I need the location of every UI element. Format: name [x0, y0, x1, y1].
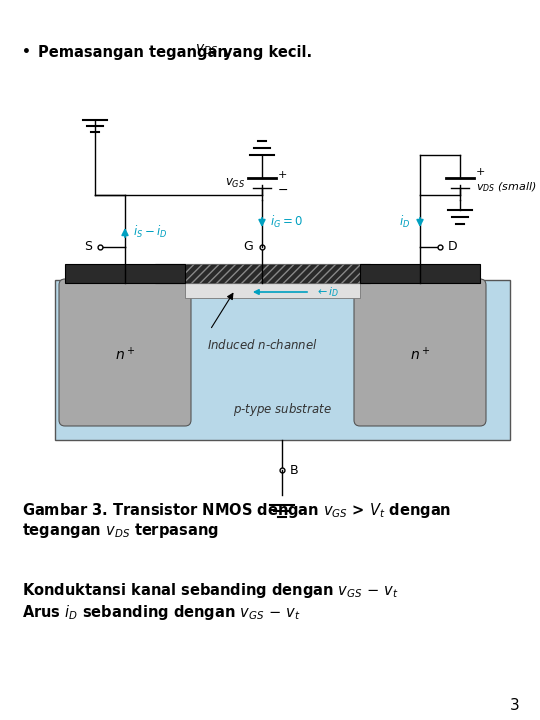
Bar	[185, 282, 360, 298]
Text: $p$-type substrate: $p$-type substrate	[233, 402, 332, 418]
Text: +: +	[278, 170, 287, 180]
Text: −: −	[278, 184, 288, 197]
FancyBboxPatch shape	[59, 279, 191, 426]
Text: S: S	[84, 240, 92, 253]
Text: Induced $n$-channel: Induced $n$-channel	[207, 338, 318, 352]
Text: $\leftarrow i_D$: $\leftarrow i_D$	[315, 285, 339, 299]
Text: $v_{GS}$: $v_{GS}$	[225, 176, 245, 189]
Bar	[155, 264, 370, 283]
Text: B: B	[290, 464, 299, 477]
Bar	[65, 264, 185, 283]
Text: 3: 3	[510, 698, 520, 713]
Text: $n^+$: $n^+$	[410, 346, 430, 364]
Text: Gambar 3. Transistor NMOS dengan $v_{GS}$ > $V_t$ dengan: Gambar 3. Transistor NMOS dengan $v_{GS}…	[22, 500, 451, 520]
Text: +: +	[476, 167, 485, 177]
Text: $v_{DS}$ (small): $v_{DS}$ (small)	[476, 180, 537, 194]
Text: Pemasangan tegangan: Pemasangan tegangan	[38, 45, 233, 60]
Bar	[360, 264, 480, 283]
Text: Arus $i_D$ sebanding dengan $v_{GS}$ $-$ $v_t$: Arus $i_D$ sebanding dengan $v_{GS}$ $-$…	[22, 603, 301, 621]
Text: yang kecil.: yang kecil.	[223, 45, 312, 60]
FancyBboxPatch shape	[354, 279, 486, 426]
Text: $i_G = 0$: $i_G = 0$	[270, 214, 303, 230]
Text: $v_{DS}$: $v_{DS}$	[195, 42, 219, 57]
Text: Konduktansi kanal sebanding dengan $v_{GS}$ $-$ $v_t$: Konduktansi kanal sebanding dengan $v_{G…	[22, 580, 399, 600]
Bar	[55, 280, 510, 440]
Text: $i_S - i_D$: $i_S - i_D$	[133, 224, 167, 240]
Text: $n^+$: $n^+$	[115, 346, 135, 364]
Text: $i_D$: $i_D$	[399, 214, 410, 230]
Text: G: G	[243, 240, 253, 253]
Text: D: D	[448, 240, 457, 253]
Bar	[155, 264, 370, 283]
Text: tegangan $v_{DS}$ terpasang: tegangan $v_{DS}$ terpasang	[22, 521, 219, 539]
Text: •: •	[22, 45, 31, 59]
